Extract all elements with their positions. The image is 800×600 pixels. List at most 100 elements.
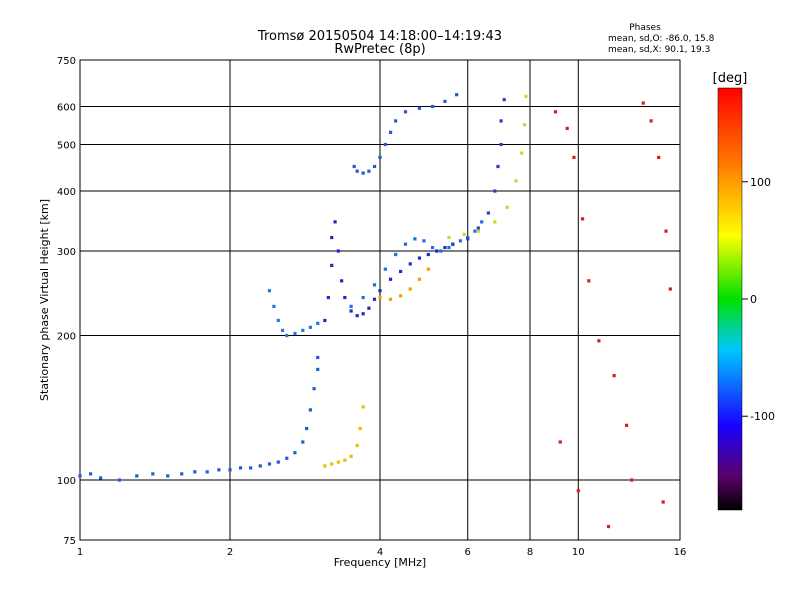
data-point [372,297,377,301]
data-point [499,119,503,123]
data-point [326,295,330,300]
data-point [668,287,672,291]
data-point [117,478,122,482]
data-point [558,440,562,444]
data-point [502,98,506,102]
data-point [451,242,455,246]
data-point [493,189,497,193]
x-tick-label: 6 [465,547,471,558]
data-point [343,295,347,300]
colorbar: [deg] 100 0 -100 [713,71,775,511]
data-point [378,295,382,300]
data-point [301,328,305,332]
colorbar-tick-label: 0 [750,293,757,306]
y-tick-label: 600 [57,103,76,114]
data-point [505,205,509,209]
data-point [388,277,393,281]
data-point [580,217,585,221]
data-point [476,226,480,230]
data-point [413,237,417,241]
data-point [435,249,439,253]
phase-stats-o: mean, sd,O: -86.0, 15.8 [608,34,715,44]
data-point [499,142,503,147]
colorbar-tick-label: -100 [750,410,775,423]
data-point [267,462,272,466]
data-point [330,462,334,466]
y-tick-label: 200 [57,332,76,343]
data-point [565,126,569,131]
data-point [462,232,466,236]
data-point [249,466,253,470]
data-point [522,123,527,127]
x-tick-label: 8 [527,547,533,558]
y-tick-label: 750 [57,56,76,67]
data-point [205,470,209,474]
data-point [439,249,443,253]
data-point [361,405,365,409]
data-point [443,99,447,103]
data-point [361,312,365,316]
data-point [361,295,365,300]
grid-lines [80,60,680,540]
data-point [612,374,616,378]
x-axis-label: Frequency [MHz] [334,556,426,569]
data-point [355,314,359,318]
data-point [496,164,500,169]
y-tick-label: 500 [57,141,76,152]
data-point [388,130,393,134]
data-point [193,470,197,474]
data-point [403,242,408,246]
data-point [276,318,280,323]
data-point [316,355,320,360]
y-tick-label: 100 [57,476,76,487]
data-point [514,179,518,183]
data-point [649,119,653,123]
data-point [408,262,412,266]
x-tick-label: 16 [674,547,687,558]
data-point [333,220,337,224]
data-point [641,101,645,105]
data-point [455,93,459,97]
data-point [576,489,580,493]
data-point [276,460,280,464]
data-point [316,367,320,372]
data-point [417,256,422,260]
data-point [426,267,430,271]
data-point [293,331,297,336]
colorbar-gradient [717,87,743,511]
data-point [78,474,82,478]
data-point [430,245,435,250]
data-point [355,169,359,173]
data-point [343,458,347,462]
x-axis-ticks: 1 2 4 6 8 10 16 [77,547,687,558]
data-point [630,478,634,482]
data-point [323,464,327,468]
data-point [301,440,305,444]
data-point [180,472,184,476]
phase-stats-x: mean, sd,X: 90.1, 19.3 [608,45,710,55]
data-point [372,164,377,169]
data-point [476,229,480,233]
y-tick-label: 300 [57,247,76,258]
data-point [572,155,576,160]
data-point [330,263,334,267]
data-point [166,474,170,478]
data-point [480,220,484,224]
data-point [367,306,371,310]
data-point [383,142,387,147]
data-point [664,229,668,233]
data-point [493,220,497,224]
data-point [151,472,155,476]
data-point [443,245,447,250]
data-point [336,249,340,253]
data-point [473,229,477,233]
x-tick-label: 2 [227,547,233,558]
data-point [447,245,451,250]
plot-area: 1 2 4 6 8 10 16 75 100 200 300 400 500 600 750 [57,56,686,558]
data-point [367,169,371,173]
data-point [403,110,408,114]
data-point [426,252,430,257]
data-point [388,297,393,301]
data-point [383,267,387,271]
data-point [447,235,451,240]
